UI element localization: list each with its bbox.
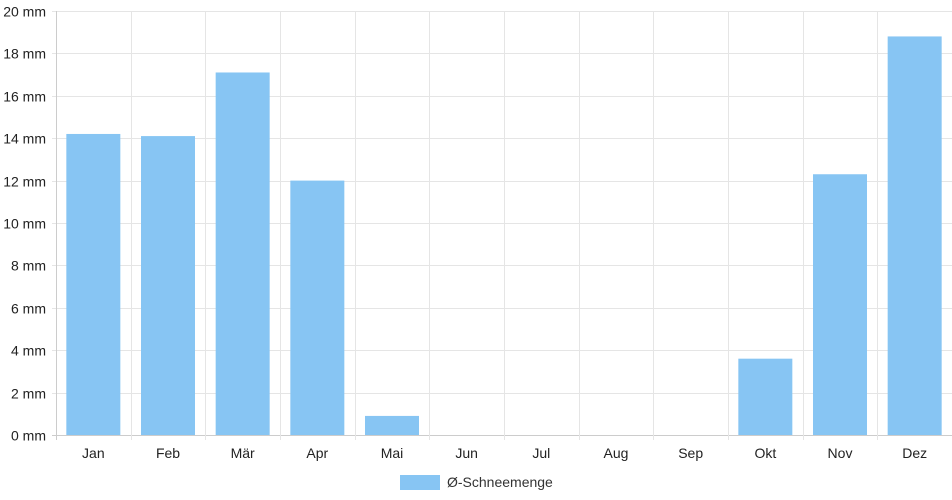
y-tick-label: 2 mm <box>11 386 46 402</box>
x-tick-label: Apr <box>306 445 328 461</box>
x-tick-label: Sep <box>678 445 703 461</box>
y-axis-labels: 0 mm 2 mm 4 mm 6 mm 8 mm 10 mm 12 mm 14 mm 16 mm… <box>3 4 46 444</box>
x-tick-label: Dez <box>902 445 927 461</box>
bar-jan[interactable] <box>66 133 121 435</box>
y-tick-label: 12 mm <box>3 174 46 190</box>
x-tick-label: Feb <box>156 445 180 461</box>
x-tick-label: Jun <box>455 445 478 461</box>
grid-layer <box>52 11 952 440</box>
y-tick-label: 0 mm <box>11 428 46 444</box>
bar-apr[interactable] <box>290 180 345 435</box>
y-tick-label: 10 mm <box>3 216 46 232</box>
legend-label[interactable]: Ø-Schneemenge <box>447 474 553 490</box>
x-tick-label: Okt <box>754 445 776 461</box>
bars-layer <box>66 36 942 436</box>
y-tick-label: 6 mm <box>11 301 46 317</box>
bar-mai[interactable] <box>365 415 419 435</box>
x-tick-label: Mai <box>381 445 404 461</box>
y-tick-label: 16 mm <box>3 89 46 105</box>
bar-mär[interactable] <box>215 72 270 435</box>
y-tick-label: 18 mm <box>3 46 46 62</box>
y-tick-label: 14 mm <box>3 131 46 147</box>
y-tick-label: 8 mm <box>11 258 46 274</box>
x-tick-label: Nov <box>828 445 853 461</box>
x-tick-label: Mär <box>231 445 255 461</box>
x-axis-labels: Jan Feb Mär Apr Mai Jun Jul Aug Sep Okt Nov Dez <box>82 445 927 461</box>
x-tick-label: Jul <box>532 445 550 461</box>
y-tick-label: 20 mm <box>3 4 46 20</box>
legend-swatch[interactable] <box>400 475 440 490</box>
x-tick-label: Aug <box>604 445 629 461</box>
bar-okt[interactable] <box>738 358 793 435</box>
bar-nov[interactable] <box>813 174 867 436</box>
x-tick-label: Jan <box>82 445 105 461</box>
bar-dez[interactable] <box>887 36 942 435</box>
bar-feb[interactable] <box>141 136 195 435</box>
legend[interactable]: Ø-Schneemenge <box>400 474 553 490</box>
y-tick-label: 4 mm <box>11 343 46 359</box>
